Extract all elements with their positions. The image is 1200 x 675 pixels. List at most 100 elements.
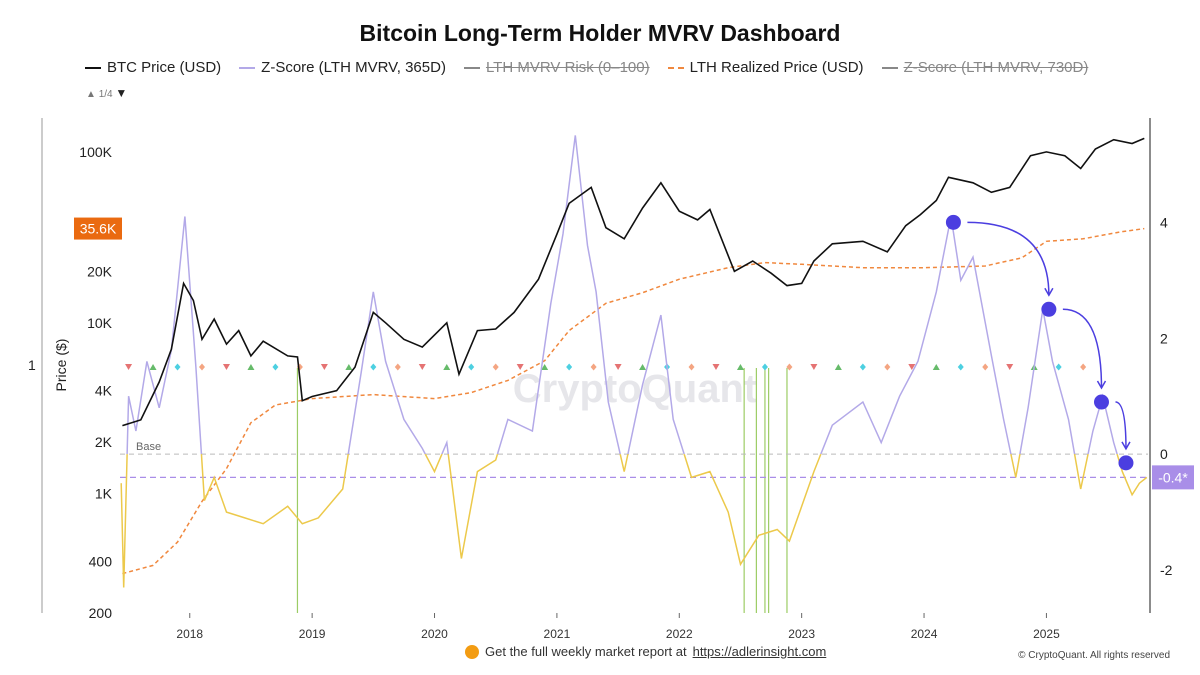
legend-item[interactable]: BTC Price (USD)	[85, 59, 221, 76]
y2-tick-label: 0	[1160, 446, 1168, 462]
neutral-signal-marker-icon	[761, 363, 768, 371]
price-badge	[74, 217, 122, 240]
neutral-signal-marker-icon	[492, 363, 499, 371]
legend-item[interactable]: LTH MVRV Risk (0–100)	[463, 59, 650, 76]
y-tick-label: 10K	[87, 315, 113, 331]
buy-signal-marker-icon	[149, 364, 157, 370]
highlight-point	[1041, 301, 1057, 317]
sell-signal-marker-icon	[516, 364, 524, 370]
copyright: © CryptoQuant. All rights reserved	[1018, 650, 1170, 661]
y2-tick-label: -2	[1160, 562, 1173, 578]
arrow-head-icon	[1096, 380, 1107, 390]
sell-signal-marker-icon	[1006, 364, 1014, 370]
neutral-signal-marker-icon	[982, 363, 989, 371]
x-tick-label: 2020	[421, 627, 448, 641]
legend-swatch	[463, 66, 480, 69]
x-tick-label: 2025	[1033, 627, 1060, 641]
coin-icon	[465, 644, 479, 659]
side-label: 1	[28, 357, 36, 373]
buy-signal-marker-icon	[639, 364, 647, 370]
sell-signal-marker-icon	[222, 364, 230, 370]
z-badge-label: -0.4*	[1158, 469, 1188, 485]
legend-pager[interactable]: ▲ 1/4 ▼	[86, 86, 127, 100]
x-tick-label: 2022	[666, 627, 693, 641]
legend-item[interactable]: LTH Realized Price (USD)	[667, 59, 864, 76]
x-tick-label: 2019	[299, 627, 326, 641]
trend-arrow	[967, 221, 1050, 296]
neutral-signal-marker-icon	[688, 363, 695, 371]
sell-signal-marker-icon	[712, 364, 720, 370]
base-label: Base	[136, 441, 161, 453]
neutral-signal-marker-icon	[394, 363, 401, 371]
neutral-signal-marker-icon	[590, 363, 597, 371]
z-score-line-below	[120, 454, 1148, 588]
neutral-signal-marker-icon	[468, 363, 475, 371]
sell-signal-marker-icon	[810, 364, 818, 370]
legend-item[interactable]: Z-Score (LTH MVRV, 730D)	[881, 59, 1089, 76]
legend-label: LTH MVRV Risk (0–100)	[485, 59, 650, 76]
highlight-point	[1118, 455, 1134, 471]
sell-signal-marker-icon	[320, 364, 328, 370]
watermark: CryptoQuant	[513, 367, 757, 411]
y-tick-label: 200	[89, 605, 113, 621]
lth-realized-price-line	[122, 227, 1145, 575]
neutral-signal-marker-icon	[859, 363, 866, 371]
buy-signal-marker-icon	[345, 364, 353, 370]
y2-tick-label: 2	[1160, 330, 1168, 346]
y-axis-label: Price ($)	[53, 339, 69, 392]
neutral-signal-marker-icon	[884, 363, 891, 371]
y-tick-label: 100K	[79, 144, 112, 160]
legend-swatch	[881, 66, 898, 69]
legend-label: Z-Score (LTH MVRV, 730D)	[903, 59, 1089, 76]
trend-arrow	[1062, 308, 1103, 389]
y2-tick-label: 4	[1160, 214, 1168, 230]
neutral-signal-marker-icon	[566, 363, 573, 371]
neutral-signal-marker-icon	[370, 363, 377, 371]
highlight-point	[1093, 394, 1109, 410]
footer-link[interactable]: https://adlerinsight.com	[692, 644, 827, 659]
x-tick-label: 2021	[544, 627, 571, 641]
footer-text: Get the full weekly market report at	[485, 644, 687, 659]
sell-signal-marker-icon	[125, 364, 133, 370]
buy-signal-marker-icon	[443, 364, 451, 370]
legend-label: Z-Score (LTH MVRV, 365D)	[261, 59, 446, 76]
y-tick-label: 1K	[95, 486, 113, 502]
legend: BTC Price (USD) Z-Score (LTH MVRV, 365D) L…	[85, 59, 1088, 76]
buy-signal-marker-icon	[247, 364, 255, 370]
legend-label: LTH Realized Price (USD)	[689, 59, 864, 76]
z-score-line-above	[126, 135, 1118, 455]
z-badge	[1152, 465, 1194, 490]
x-tick-label: 2024	[911, 627, 938, 641]
y-tick-label: 20K	[87, 263, 113, 279]
sell-signal-marker-icon	[418, 364, 426, 370]
sell-signal-marker-icon	[614, 364, 622, 370]
legend-item[interactable]: Z-Score (LTH MVRV, 365D)	[239, 59, 446, 76]
pager-up-icon[interactable]: ▲	[86, 89, 96, 100]
y-tick-label: 400	[89, 554, 113, 570]
chart-title: Bitcoin Long-Term Holder MVRV Dashboard	[359, 20, 841, 46]
highlight-point	[945, 214, 961, 230]
neutral-signal-marker-icon	[272, 363, 279, 371]
neutral-signal-marker-icon	[1080, 363, 1087, 371]
buy-signal-marker-icon	[834, 364, 842, 370]
arrow-head-icon	[1044, 287, 1054, 297]
buy-signal-marker-icon	[541, 364, 549, 370]
legend-label: BTC Price (USD)	[107, 59, 222, 76]
legend-swatch	[85, 66, 101, 69]
price-badge-label: 35.6K	[80, 221, 117, 237]
pager-text: 1/4	[98, 89, 113, 100]
neutral-signal-marker-icon	[174, 363, 181, 371]
neutral-signal-marker-icon	[1055, 363, 1062, 371]
legend-swatch	[667, 66, 684, 69]
btc-price-line	[122, 137, 1145, 427]
legend-swatch	[239, 66, 256, 69]
pager-down-icon[interactable]: ▼	[115, 86, 128, 100]
neutral-signal-marker-icon	[198, 363, 205, 371]
y-tick-label: 2K	[95, 434, 113, 450]
buy-signal-marker-icon	[932, 364, 940, 370]
x-tick-label: 2023	[788, 627, 815, 641]
footer: Get the full weekly market report at http…	[465, 644, 826, 659]
arrow-head-icon	[1121, 441, 1131, 451]
neutral-signal-marker-icon	[786, 363, 793, 371]
